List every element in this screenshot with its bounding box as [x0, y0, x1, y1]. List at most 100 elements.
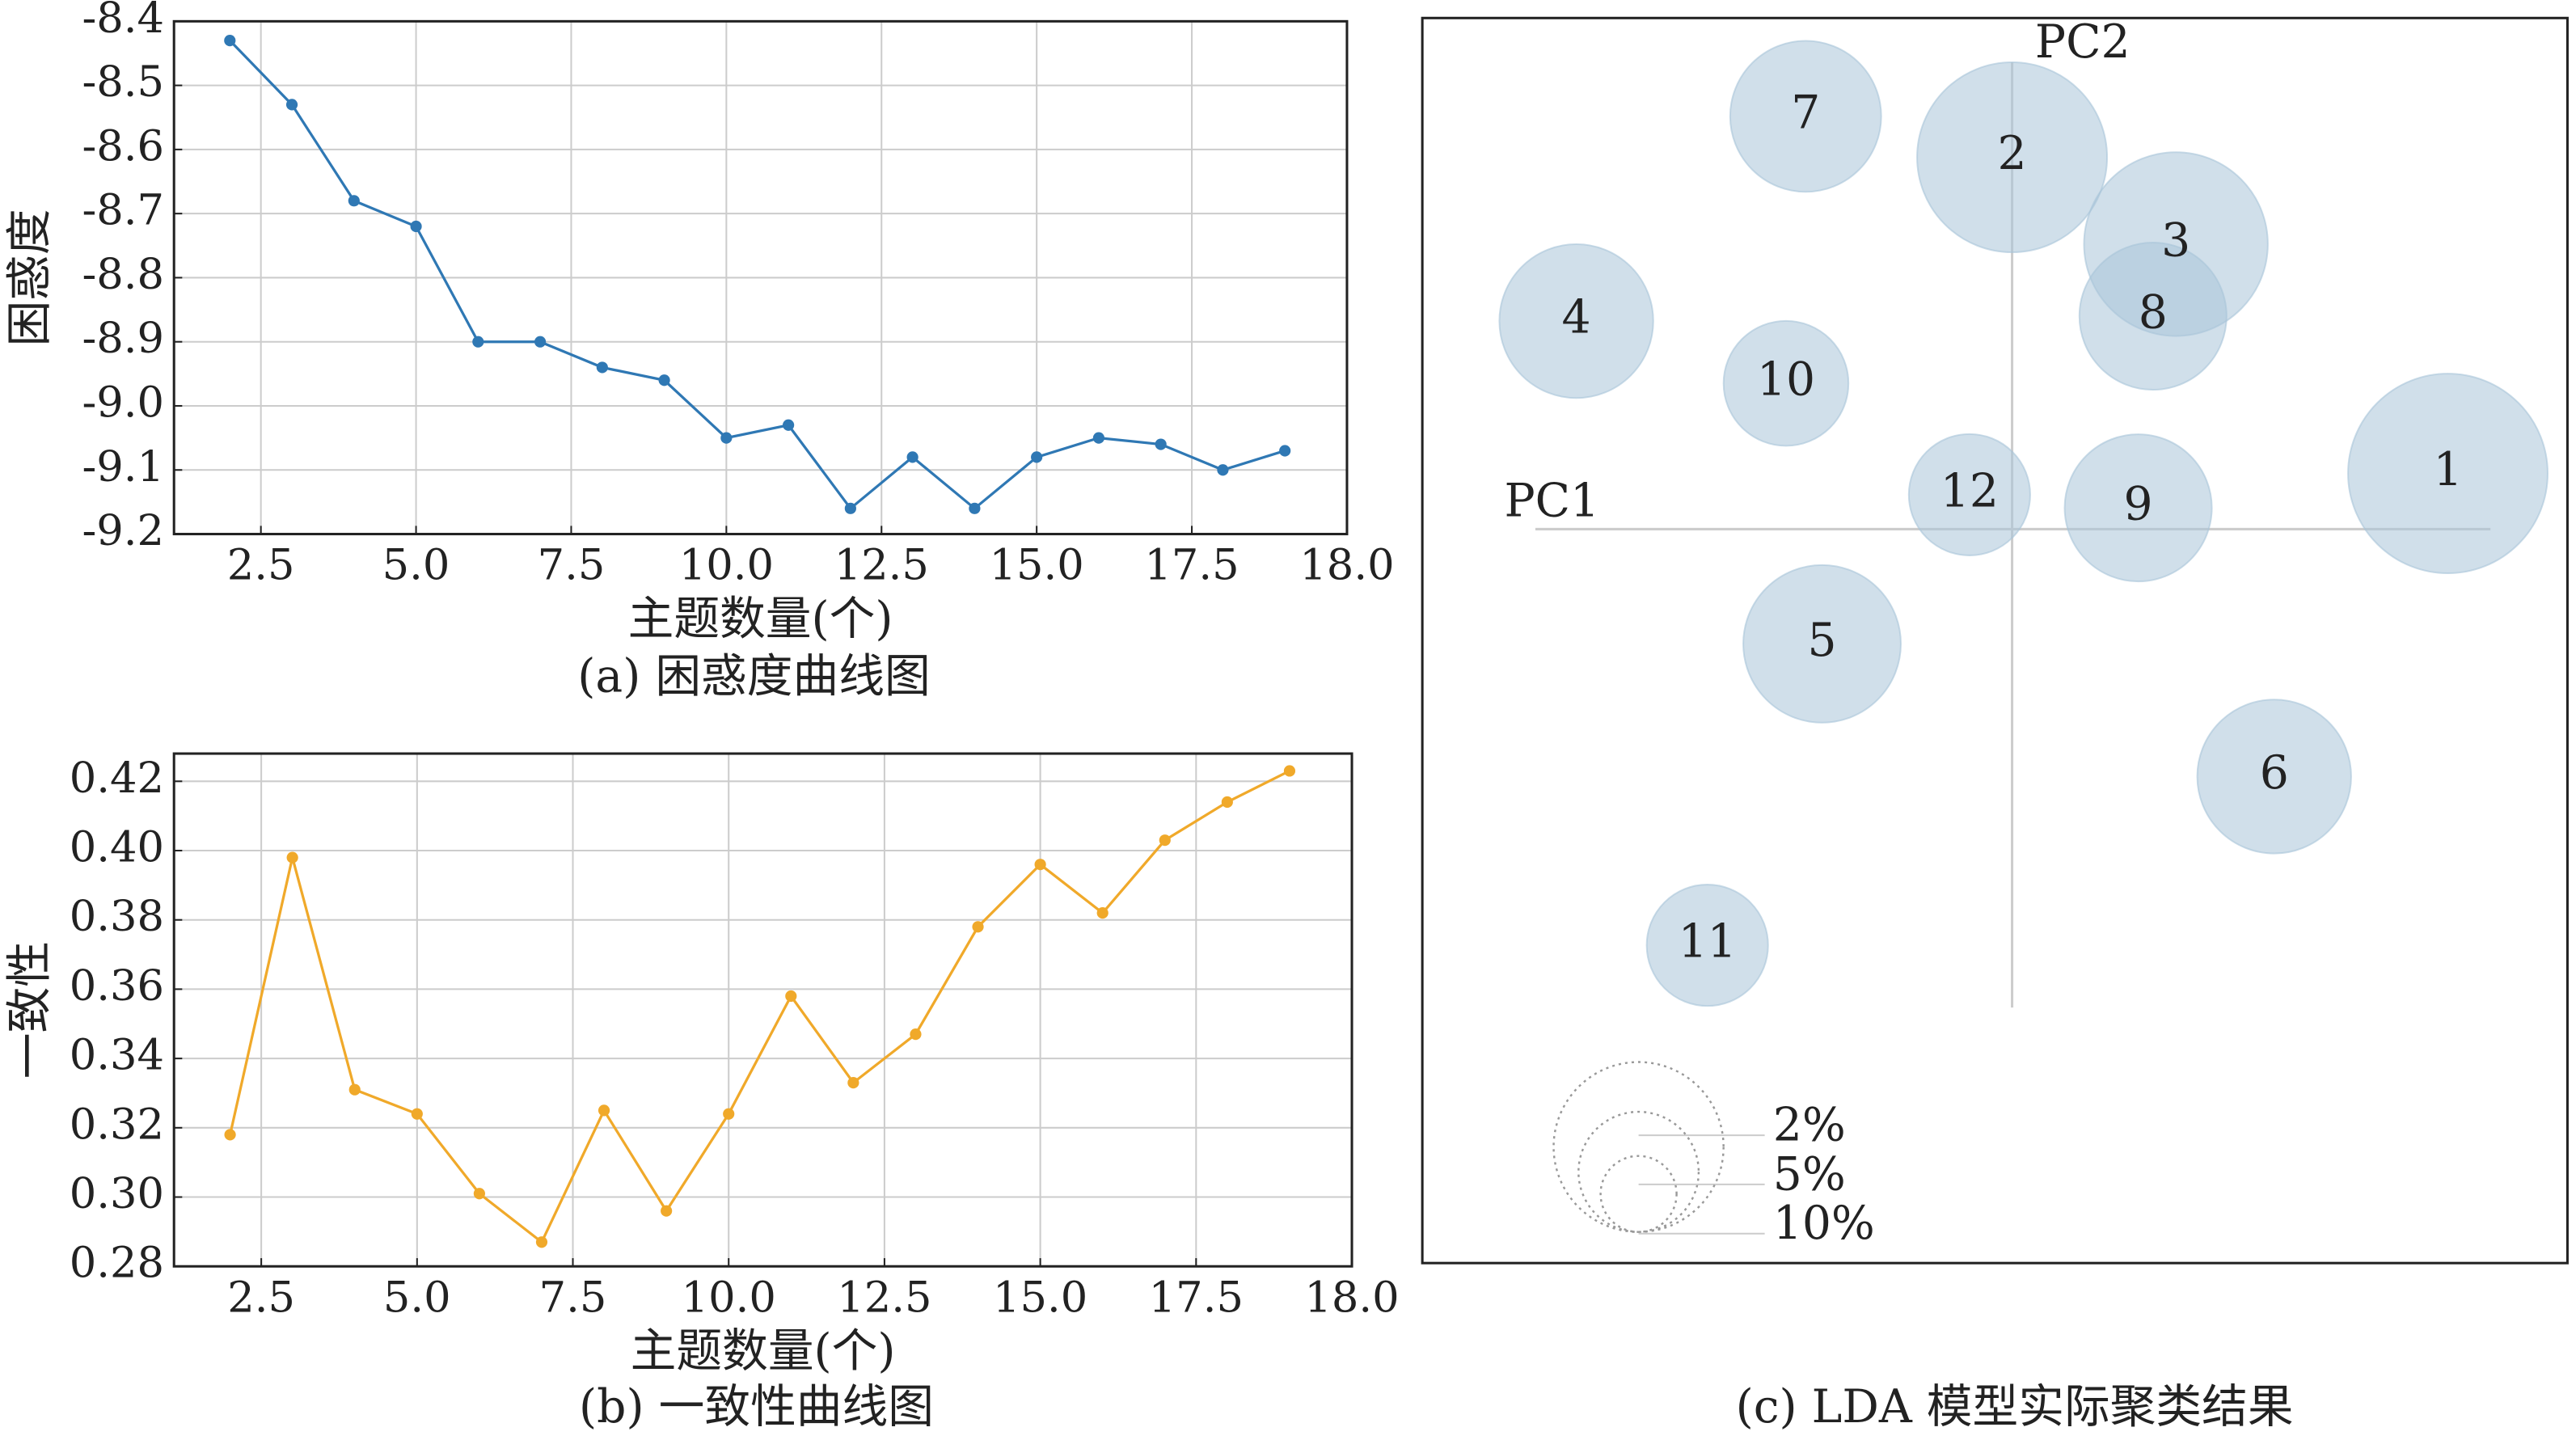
topic-label: 5 [1807, 614, 1836, 667]
y-tick-label: -8.4 [82, 0, 164, 43]
topic-label: 4 [1562, 291, 1591, 344]
data-point [286, 851, 298, 864]
y-tick-label: 0.30 [70, 1169, 164, 1218]
topic-bubble [2196, 699, 2352, 855]
data-point [411, 1108, 423, 1120]
y-tick-label: 0.32 [70, 1100, 164, 1149]
data-point [410, 220, 422, 233]
x-axis-label: 主题数量(个) [631, 1324, 896, 1378]
topic-bubble [2347, 373, 2549, 575]
topic-bubble [2078, 242, 2228, 391]
caption: (b) 一致性曲线图 [579, 1380, 934, 1434]
data-point [1034, 859, 1046, 871]
x-tick-label: 12.5 [834, 541, 929, 590]
y-tick-label: 0.38 [70, 892, 164, 941]
topic-bubble [1916, 61, 2109, 254]
data-point [1221, 796, 1233, 809]
y-tick-label: -8.8 [82, 250, 164, 299]
data-point [224, 35, 236, 47]
y-tick-label: 0.28 [70, 1239, 164, 1288]
size-legend-label: 5% [1773, 1147, 1846, 1201]
size-legend-label: 10% [1773, 1197, 1875, 1250]
data-point [1217, 464, 1229, 476]
topic-label: 8 [2139, 286, 2168, 340]
x-tick-label: 17.5 [1144, 541, 1239, 590]
y-tick-label: -8.7 [82, 186, 164, 235]
data-point [1283, 765, 1296, 777]
y-tick-label: 0.34 [70, 1031, 164, 1080]
data-point [535, 1236, 548, 1248]
plot-frame [172, 19, 1349, 536]
data-point [723, 1108, 735, 1120]
topic-label: 7 [1791, 86, 1820, 139]
data-line [228, 770, 1290, 1244]
x-tick-label: 2.5 [227, 1273, 295, 1322]
x-tick-label: 7.5 [538, 541, 606, 590]
y-tick-label: -9.0 [82, 378, 164, 427]
x-tick-label: 12.5 [837, 1273, 931, 1322]
topic-bubble [1742, 564, 1902, 724]
topic-bubble [1722, 319, 1850, 447]
x-tick-label: 15.0 [993, 1273, 1087, 1322]
data-point [658, 374, 670, 386]
data-point [720, 432, 733, 444]
x-tick-label: 5.0 [382, 541, 450, 590]
x-tick-label: 5.0 [383, 1273, 451, 1322]
x-tick-label: 2.5 [227, 541, 295, 590]
data-point [473, 1188, 485, 1200]
data-point [1031, 451, 1043, 463]
data-point [844, 502, 856, 514]
x-tick-label: 18.0 [1304, 1273, 1399, 1322]
y-axis-label: 困惑度 [2, 209, 56, 346]
topic-bubble [1907, 433, 2031, 556]
data-point [1279, 445, 1291, 457]
data-point [285, 99, 298, 111]
data-point [348, 1083, 361, 1096]
data-point [348, 195, 360, 207]
size-legend-circle [1552, 1061, 1725, 1233]
y-tick-label: -9.2 [82, 506, 164, 555]
x-tick-label: 10.0 [682, 1273, 776, 1322]
data-point [534, 336, 547, 348]
x-axis-label: 主题数量(个) [628, 592, 893, 645]
x-tick-label: 17.5 [1149, 1273, 1244, 1322]
data-point [661, 1205, 673, 1217]
size-legend-label: 2% [1773, 1099, 1846, 1152]
y-tick-label: -9.1 [82, 442, 164, 492]
x-tick-label: 7.5 [539, 1273, 607, 1322]
topic-bubble [1498, 243, 1654, 399]
topic-label: 2 [1998, 127, 2027, 180]
data-point [598, 1104, 610, 1117]
topic-label: 12 [1940, 464, 1999, 517]
x-axis-label: PC1 [1504, 475, 1599, 528]
plot-frame [1421, 16, 2569, 1265]
data-point [910, 1028, 922, 1041]
caption: (c) LDA 模型实际聚类结果 [1736, 1380, 2294, 1434]
y-tick-label: -8.5 [82, 57, 164, 107]
y-tick-label: 0.40 [70, 823, 164, 872]
data-point [783, 419, 795, 431]
topic-label: 1 [2433, 443, 2462, 496]
topic-label: 3 [2161, 213, 2190, 267]
data-point [847, 1077, 859, 1089]
topic-bubble [1645, 884, 1769, 1007]
data-point [596, 361, 608, 374]
data-line [229, 39, 1286, 511]
caption: (a) 困惑度曲线图 [577, 649, 930, 703]
topic-bubble [1729, 40, 1882, 193]
data-point [906, 451, 918, 463]
data-point [972, 921, 984, 933]
topic-label: 10 [1757, 353, 1815, 407]
y-tick-label: 0.42 [70, 754, 164, 803]
x-tick-label: 10.0 [679, 541, 774, 590]
topic-bubble [2063, 433, 2213, 583]
data-point [1155, 438, 1167, 450]
data-point [224, 1129, 236, 1141]
x-tick-label: 18.0 [1299, 541, 1394, 590]
data-point [785, 990, 797, 1003]
size-legend-circle [1599, 1155, 1678, 1233]
topic-label: 11 [1679, 915, 1737, 969]
topic-label: 9 [2124, 478, 2153, 531]
